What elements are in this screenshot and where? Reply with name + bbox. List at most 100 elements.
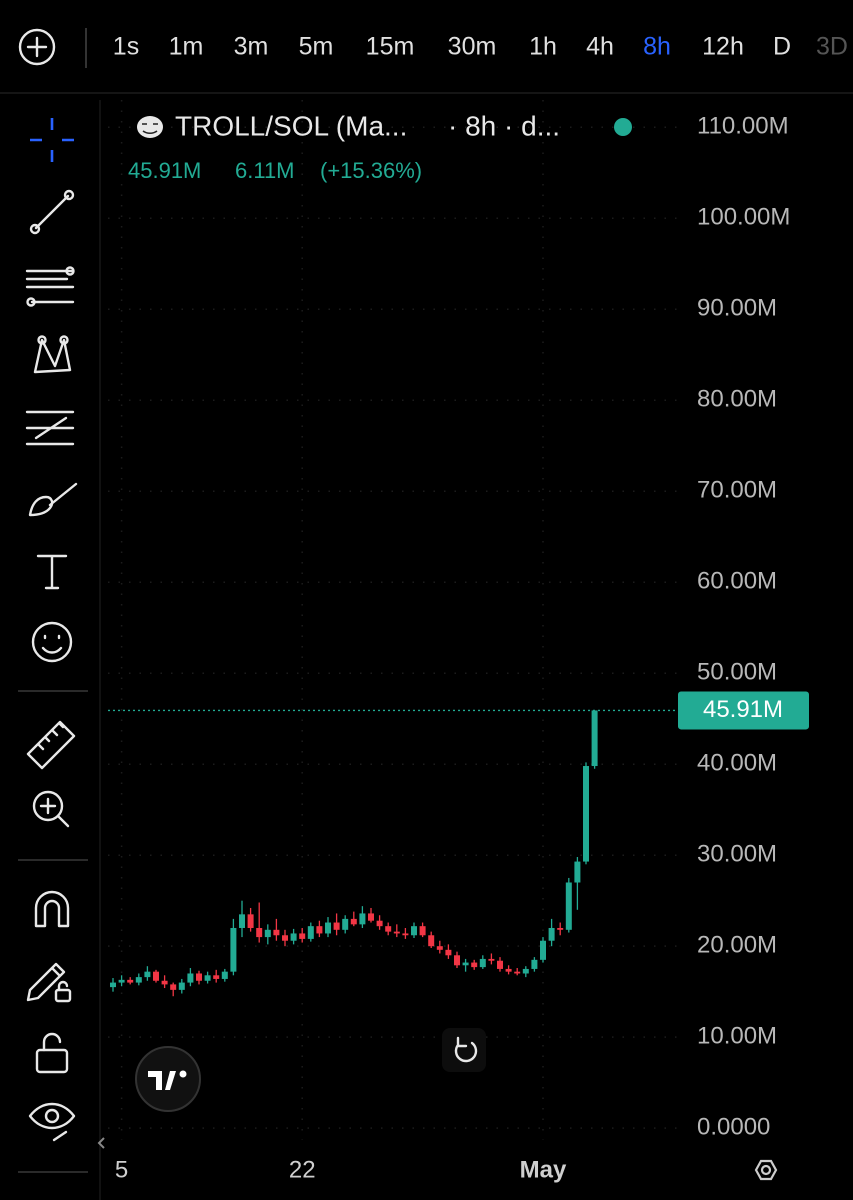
magnet-tool[interactable]	[34, 890, 70, 928]
brush-tool[interactable]	[28, 482, 78, 517]
interval-option[interactable]: 5m	[299, 33, 334, 61]
crosshair-icon	[30, 118, 74, 162]
trend-line-dot	[63, 189, 75, 201]
reset-icon	[454, 1036, 478, 1063]
candle-body	[144, 971, 151, 978]
interval-option[interactable]: 4h	[586, 33, 614, 61]
axis-labels: 0.0000 10.00M 20.00M 30.00M 40.00M 50.00M 60.0…	[115, 113, 809, 1183]
lines-dot	[65, 266, 75, 276]
candle-body	[471, 962, 478, 968]
magnet-icon	[34, 890, 70, 928]
candle-body	[436, 946, 443, 950]
x-tick-label: May	[520, 1156, 567, 1183]
pattern-tool[interactable]	[33, 335, 72, 374]
ruler-tool[interactable]	[26, 720, 76, 770]
interval-option[interactable]: 1h	[529, 33, 557, 61]
collapse-arrow[interactable]	[97, 1137, 105, 1149]
trend-line-tool[interactable]	[29, 189, 75, 235]
emoji-tool[interactable]	[31, 621, 73, 663]
interval-option[interactable]: 1m	[169, 33, 204, 61]
candle-body	[178, 982, 185, 990]
troll-features	[142, 123, 158, 135]
y-tick-label: 80.00M	[697, 386, 777, 413]
eye-icon	[28, 1102, 76, 1130]
candle-body	[385, 926, 392, 932]
troll-face	[137, 116, 163, 138]
lines-icon	[25, 269, 75, 304]
interval-option[interactable]: 12h	[702, 33, 744, 61]
y-tick-label: 60.00M	[697, 568, 777, 595]
candle-body	[290, 933, 297, 941]
text-tool[interactable]	[36, 554, 68, 590]
candle-body	[411, 926, 417, 936]
small-lock-shackle	[57, 980, 69, 992]
legend-change-pct: (+15.36%)	[320, 158, 422, 183]
symbol-interval: · 8h · d...	[448, 110, 560, 141]
pencil-icon	[26, 962, 66, 1002]
candle-body	[187, 973, 194, 983]
candle-body	[359, 913, 366, 925]
emoji-face	[31, 621, 73, 663]
candle-body	[325, 922, 331, 934]
candle-body	[196, 973, 202, 981]
candle-body	[161, 980, 168, 985]
settings-button[interactable]	[754, 1159, 778, 1181]
eye-pupil	[44, 1108, 60, 1124]
grid	[108, 100, 680, 1140]
logo-mark	[148, 1071, 176, 1090]
crosshair-tool[interactable]	[30, 118, 74, 162]
interval-option[interactable]: D	[773, 33, 791, 61]
y-tick-label: 90.00M	[697, 295, 777, 322]
brush-icon	[28, 482, 78, 517]
last-price-badge	[678, 691, 809, 730]
lock-drawings-tool[interactable]	[26, 962, 72, 1003]
add-button[interactable]	[18, 28, 56, 66]
symbol-name[interactable]: TROLL/SOL (Ma...	[175, 110, 407, 141]
interval-option[interactable]: 8h	[643, 33, 671, 61]
candle-body	[514, 971, 521, 974]
last-price-label: 45.91M	[703, 696, 783, 723]
zoom-handle	[39, 797, 70, 828]
visibility-tool[interactable]	[28, 1102, 76, 1142]
candle-body	[540, 940, 546, 960]
unlock-tool[interactable]	[35, 1032, 69, 1074]
fib-icon	[25, 410, 75, 446]
candles	[110, 710, 598, 997]
reset-bg	[442, 1028, 486, 1072]
zoom-tool[interactable]	[32, 790, 70, 828]
candle-body	[221, 971, 228, 979]
interval-option[interactable]: 1s	[113, 33, 139, 61]
candle-body	[402, 933, 409, 936]
interval-option[interactable]: 3m	[234, 33, 269, 61]
candle-body	[264, 929, 271, 938]
candle-body	[445, 949, 452, 956]
candle-body	[110, 982, 116, 988]
y-tick-label: 0.0000	[697, 1114, 770, 1141]
interval-option[interactable]: 30m	[448, 33, 497, 61]
horizontal-lines-tool[interactable]	[25, 266, 75, 307]
candle-body	[565, 882, 572, 930]
candle-body	[505, 968, 512, 972]
reset-button[interactable]	[442, 1028, 486, 1072]
lock-body	[35, 1048, 69, 1074]
candle-body	[316, 926, 323, 934]
symbol-icon	[137, 116, 163, 138]
y-tick-label: 40.00M	[697, 750, 777, 777]
tradingview-logo[interactable]	[135, 1046, 201, 1112]
settings-hex	[754, 1159, 778, 1181]
interval-option[interactable]: 3D	[816, 33, 848, 61]
candle-body	[135, 977, 142, 983]
candle-body	[454, 955, 460, 966]
candle-body	[307, 926, 314, 939]
lock-shackle	[42, 1032, 62, 1052]
trend-line-dot	[29, 223, 41, 235]
candle-body	[342, 918, 349, 930]
candle-body	[376, 920, 383, 927]
candle-body	[462, 962, 469, 966]
candle-body	[591, 710, 598, 767]
fib-tool[interactable]	[25, 410, 75, 446]
trend-line-icon	[34, 194, 70, 230]
interval-option[interactable]: 15m	[366, 33, 415, 61]
y-tick-label: 30.00M	[697, 841, 777, 868]
lines-dot	[26, 297, 36, 307]
